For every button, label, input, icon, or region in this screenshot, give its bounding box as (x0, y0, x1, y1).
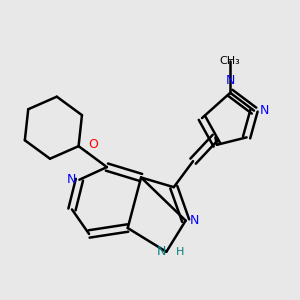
Text: N: N (66, 173, 76, 186)
Text: N: N (226, 74, 235, 87)
Text: CH₃: CH₃ (220, 56, 241, 66)
Text: H: H (176, 247, 184, 257)
Text: N: N (260, 104, 269, 117)
Text: N: N (157, 245, 166, 258)
Text: O: O (88, 138, 98, 151)
Text: N: N (189, 214, 199, 227)
